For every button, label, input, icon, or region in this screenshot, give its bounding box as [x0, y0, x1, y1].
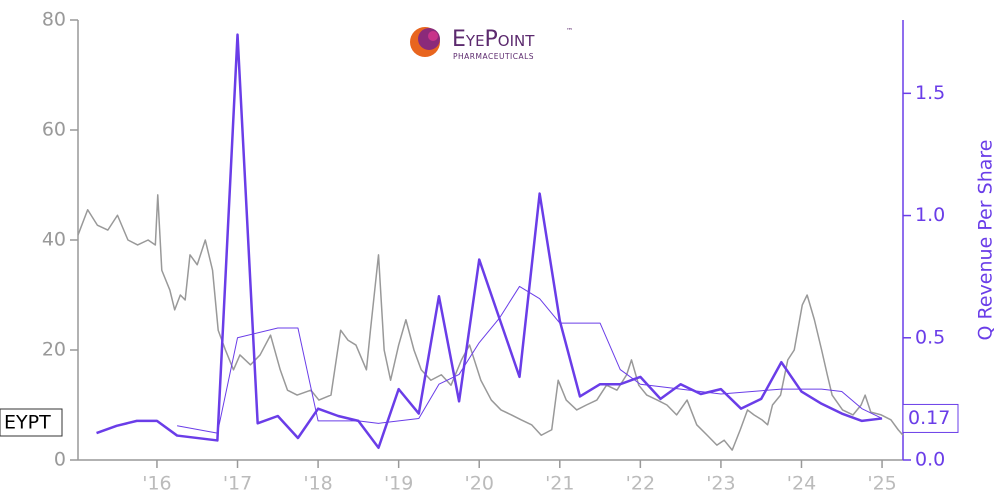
ticker-text: EYPT — [4, 412, 51, 434]
y-tick-label: 80 — [42, 9, 66, 31]
x-tick-label: '21 — [545, 473, 574, 495]
last-value-text: 0.17 — [908, 407, 950, 429]
last-value-box — [902, 403, 959, 433]
x-tick-label: '18 — [303, 473, 332, 495]
y2-tick-label: 0.5 — [915, 326, 945, 348]
x-tick-label: '24 — [787, 473, 816, 495]
y2-tick-label: 0.0 — [915, 449, 945, 471]
ticker-label: EYPT — [0, 408, 63, 437]
y2-axis-label: Q Revenue Per Share — [975, 140, 997, 341]
x-tick-label: '16 — [142, 473, 171, 495]
logo-tagline: PHARMACEUTICALS — [453, 52, 534, 61]
x-tick-label: '17 — [223, 473, 252, 495]
logo: EyePoint ™ PHARMACEUTICALS — [410, 27, 573, 61]
x-tick-label: '25 — [867, 473, 896, 495]
y2-tick-label: 1.5 — [915, 82, 945, 104]
logo-trademark: ™ — [566, 27, 573, 35]
x-tick-label: '23 — [706, 473, 735, 495]
y-tick-label: 60 — [42, 119, 66, 141]
ticker-box — [0, 408, 63, 437]
y-tick-label: 0 — [54, 449, 66, 471]
x-tick-label: '20 — [465, 473, 494, 495]
x-tick-label: '22 — [626, 473, 655, 495]
y2-tick-label: 1.0 — [915, 204, 945, 226]
logo-icon — [428, 31, 438, 41]
series-line — [177, 285, 883, 434]
last-value-label: 0.17 — [902, 403, 959, 433]
y-tick-label: 20 — [42, 339, 66, 361]
x-tick-label: '19 — [384, 473, 413, 495]
series-line — [96, 33, 883, 450]
y-tick-label: 40 — [42, 229, 66, 251]
series-line — [77, 194, 904, 451]
logo-name: EyePoint — [452, 27, 535, 52]
